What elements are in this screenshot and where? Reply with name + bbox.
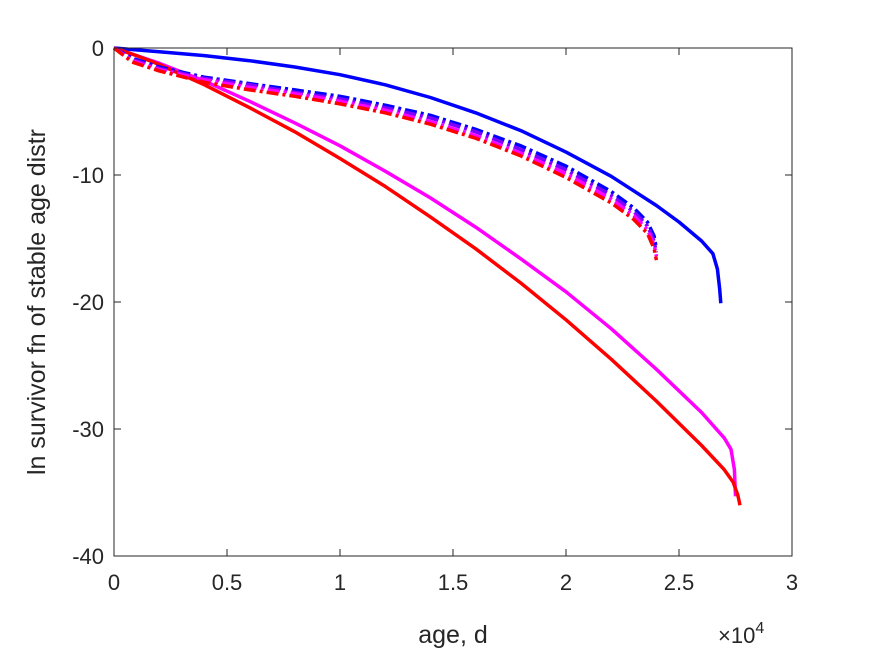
- y-axis-label: ln survivor fn of stable age distr: [23, 129, 51, 475]
- series-line-1: [113, 46, 723, 304]
- x-axis-label: age, d: [418, 621, 488, 649]
- series-layer: [112, 46, 742, 506]
- x-axis-multiplier: ×104: [718, 620, 764, 648]
- x-tick-label: 0: [108, 570, 120, 595]
- x-tick-label: 0.5: [212, 570, 243, 595]
- y-tick-label: -20: [72, 290, 104, 315]
- x-tick-label: 3: [786, 570, 798, 595]
- series-line-3: [113, 46, 742, 506]
- series-line-5: [113, 46, 659, 253]
- tick-layer: 0 0.5 1 1.5 2 2.5 3 0 -10 -20 -30 -40: [72, 36, 798, 595]
- y-tick-label: -10: [72, 163, 104, 188]
- x-tick-label: 2.5: [664, 570, 695, 595]
- series-line-7: [112, 46, 659, 261]
- y-tick-label: 0: [92, 36, 104, 61]
- series-line-6: [112, 46, 659, 257]
- x-tick-label: 1.5: [438, 570, 469, 595]
- y-tick-label: -40: [72, 544, 104, 569]
- x-tick-label: 1: [334, 570, 346, 595]
- x-tick-label: 2: [560, 570, 572, 595]
- y-tick-label: -30: [72, 417, 104, 442]
